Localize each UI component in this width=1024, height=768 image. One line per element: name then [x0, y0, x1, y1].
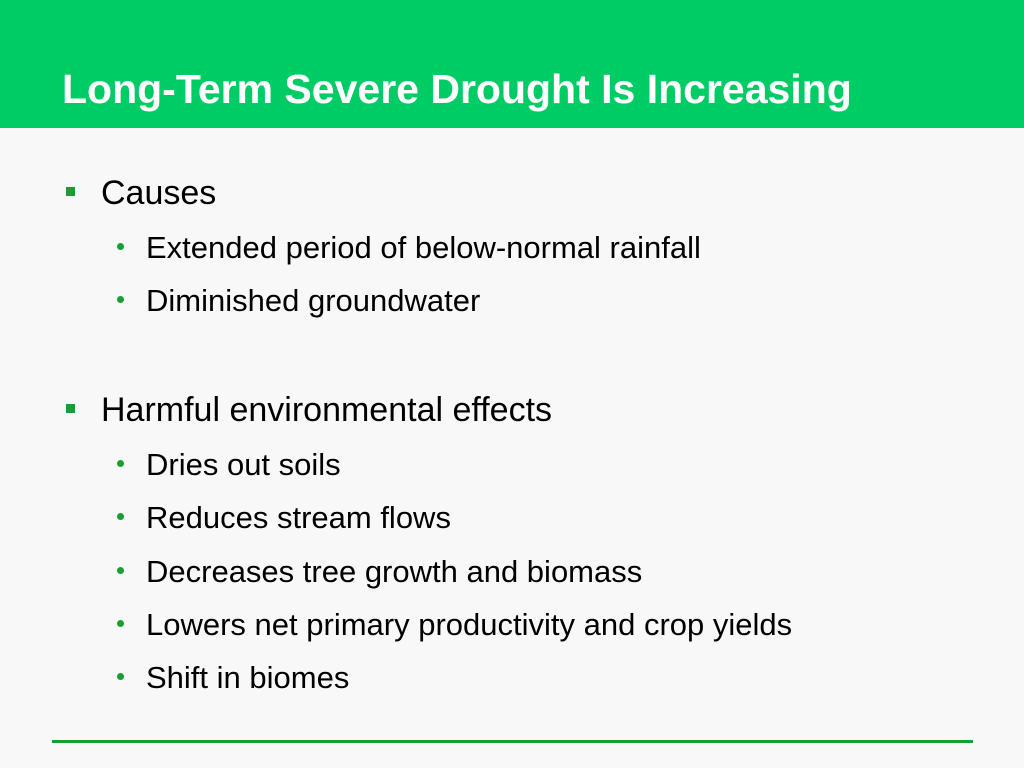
list-item: Lowers net primary productivity and crop…	[0, 607, 1024, 647]
dot-bullet-icon	[117, 620, 124, 627]
footer-divider	[52, 740, 973, 743]
bullet-text: Shift in biomes	[146, 660, 350, 695]
list-item: Extended period of below-normal rainfall	[0, 230, 1024, 270]
dot-bullet-icon	[117, 296, 124, 303]
title-bar: Long-Term Severe Drought Is Increasing	[0, 0, 1024, 128]
list-item: Dries out soils	[0, 447, 1024, 487]
bullet-text: Lowers net primary productivity and crop…	[146, 607, 793, 642]
bullet-text: Diminished groundwater	[146, 283, 481, 318]
list-item: Harmful environmental effects	[0, 390, 1024, 434]
dot-bullet-icon	[117, 243, 124, 250]
dot-bullet-icon	[117, 567, 124, 574]
square-bullet-icon	[66, 404, 75, 413]
square-bullet-icon	[66, 187, 75, 196]
section-heading: Causes	[101, 174, 217, 212]
section-heading: Harmful environmental effects	[101, 391, 553, 429]
bullet-text: Reduces stream flows	[146, 500, 451, 535]
list-item: Diminished groundwater	[0, 283, 1024, 323]
list-item: Causes	[0, 173, 1024, 217]
dot-bullet-icon	[117, 673, 124, 680]
bullet-text: Dries out soils	[146, 447, 341, 482]
dot-bullet-icon	[117, 460, 124, 467]
bullet-text: Decreases tree growth and biomass	[146, 554, 643, 589]
dot-bullet-icon	[117, 513, 124, 520]
list-item: Shift in biomes	[0, 660, 1024, 700]
bullet-text: Extended period of below-normal rainfall	[146, 230, 701, 265]
list-item: Reduces stream flows	[0, 500, 1024, 540]
list-item: Decreases tree growth and biomass	[0, 554, 1024, 594]
slide-title: Long-Term Severe Drought Is Increasing	[62, 66, 852, 112]
